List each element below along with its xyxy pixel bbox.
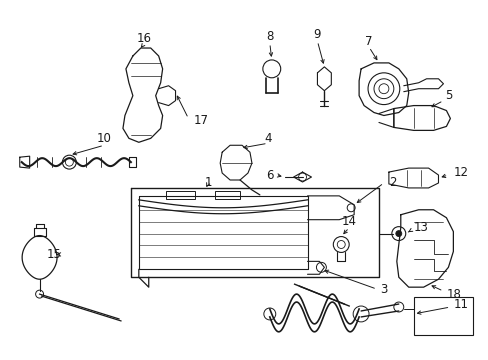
Text: 12: 12 [452, 166, 468, 179]
Circle shape [395, 231, 401, 237]
Text: 1: 1 [204, 176, 212, 189]
Text: 18: 18 [446, 288, 460, 301]
Text: 2: 2 [388, 176, 396, 189]
Text: 10: 10 [97, 132, 111, 145]
Text: 16: 16 [136, 32, 151, 45]
Text: 3: 3 [380, 283, 387, 296]
Text: 15: 15 [46, 248, 61, 261]
Text: 13: 13 [413, 221, 427, 234]
Text: 4: 4 [264, 132, 271, 145]
Text: 9: 9 [313, 28, 321, 41]
Text: 5: 5 [444, 89, 451, 102]
Text: 11: 11 [452, 297, 468, 311]
Text: 17: 17 [193, 114, 208, 127]
Bar [165, 191, 195, 199]
Text: 7: 7 [365, 35, 372, 48]
Text: 14: 14 [341, 215, 356, 228]
Bar [215, 191, 240, 199]
Bar [413, 297, 472, 335]
Text: 6: 6 [265, 168, 273, 181]
Text: 8: 8 [265, 30, 273, 42]
